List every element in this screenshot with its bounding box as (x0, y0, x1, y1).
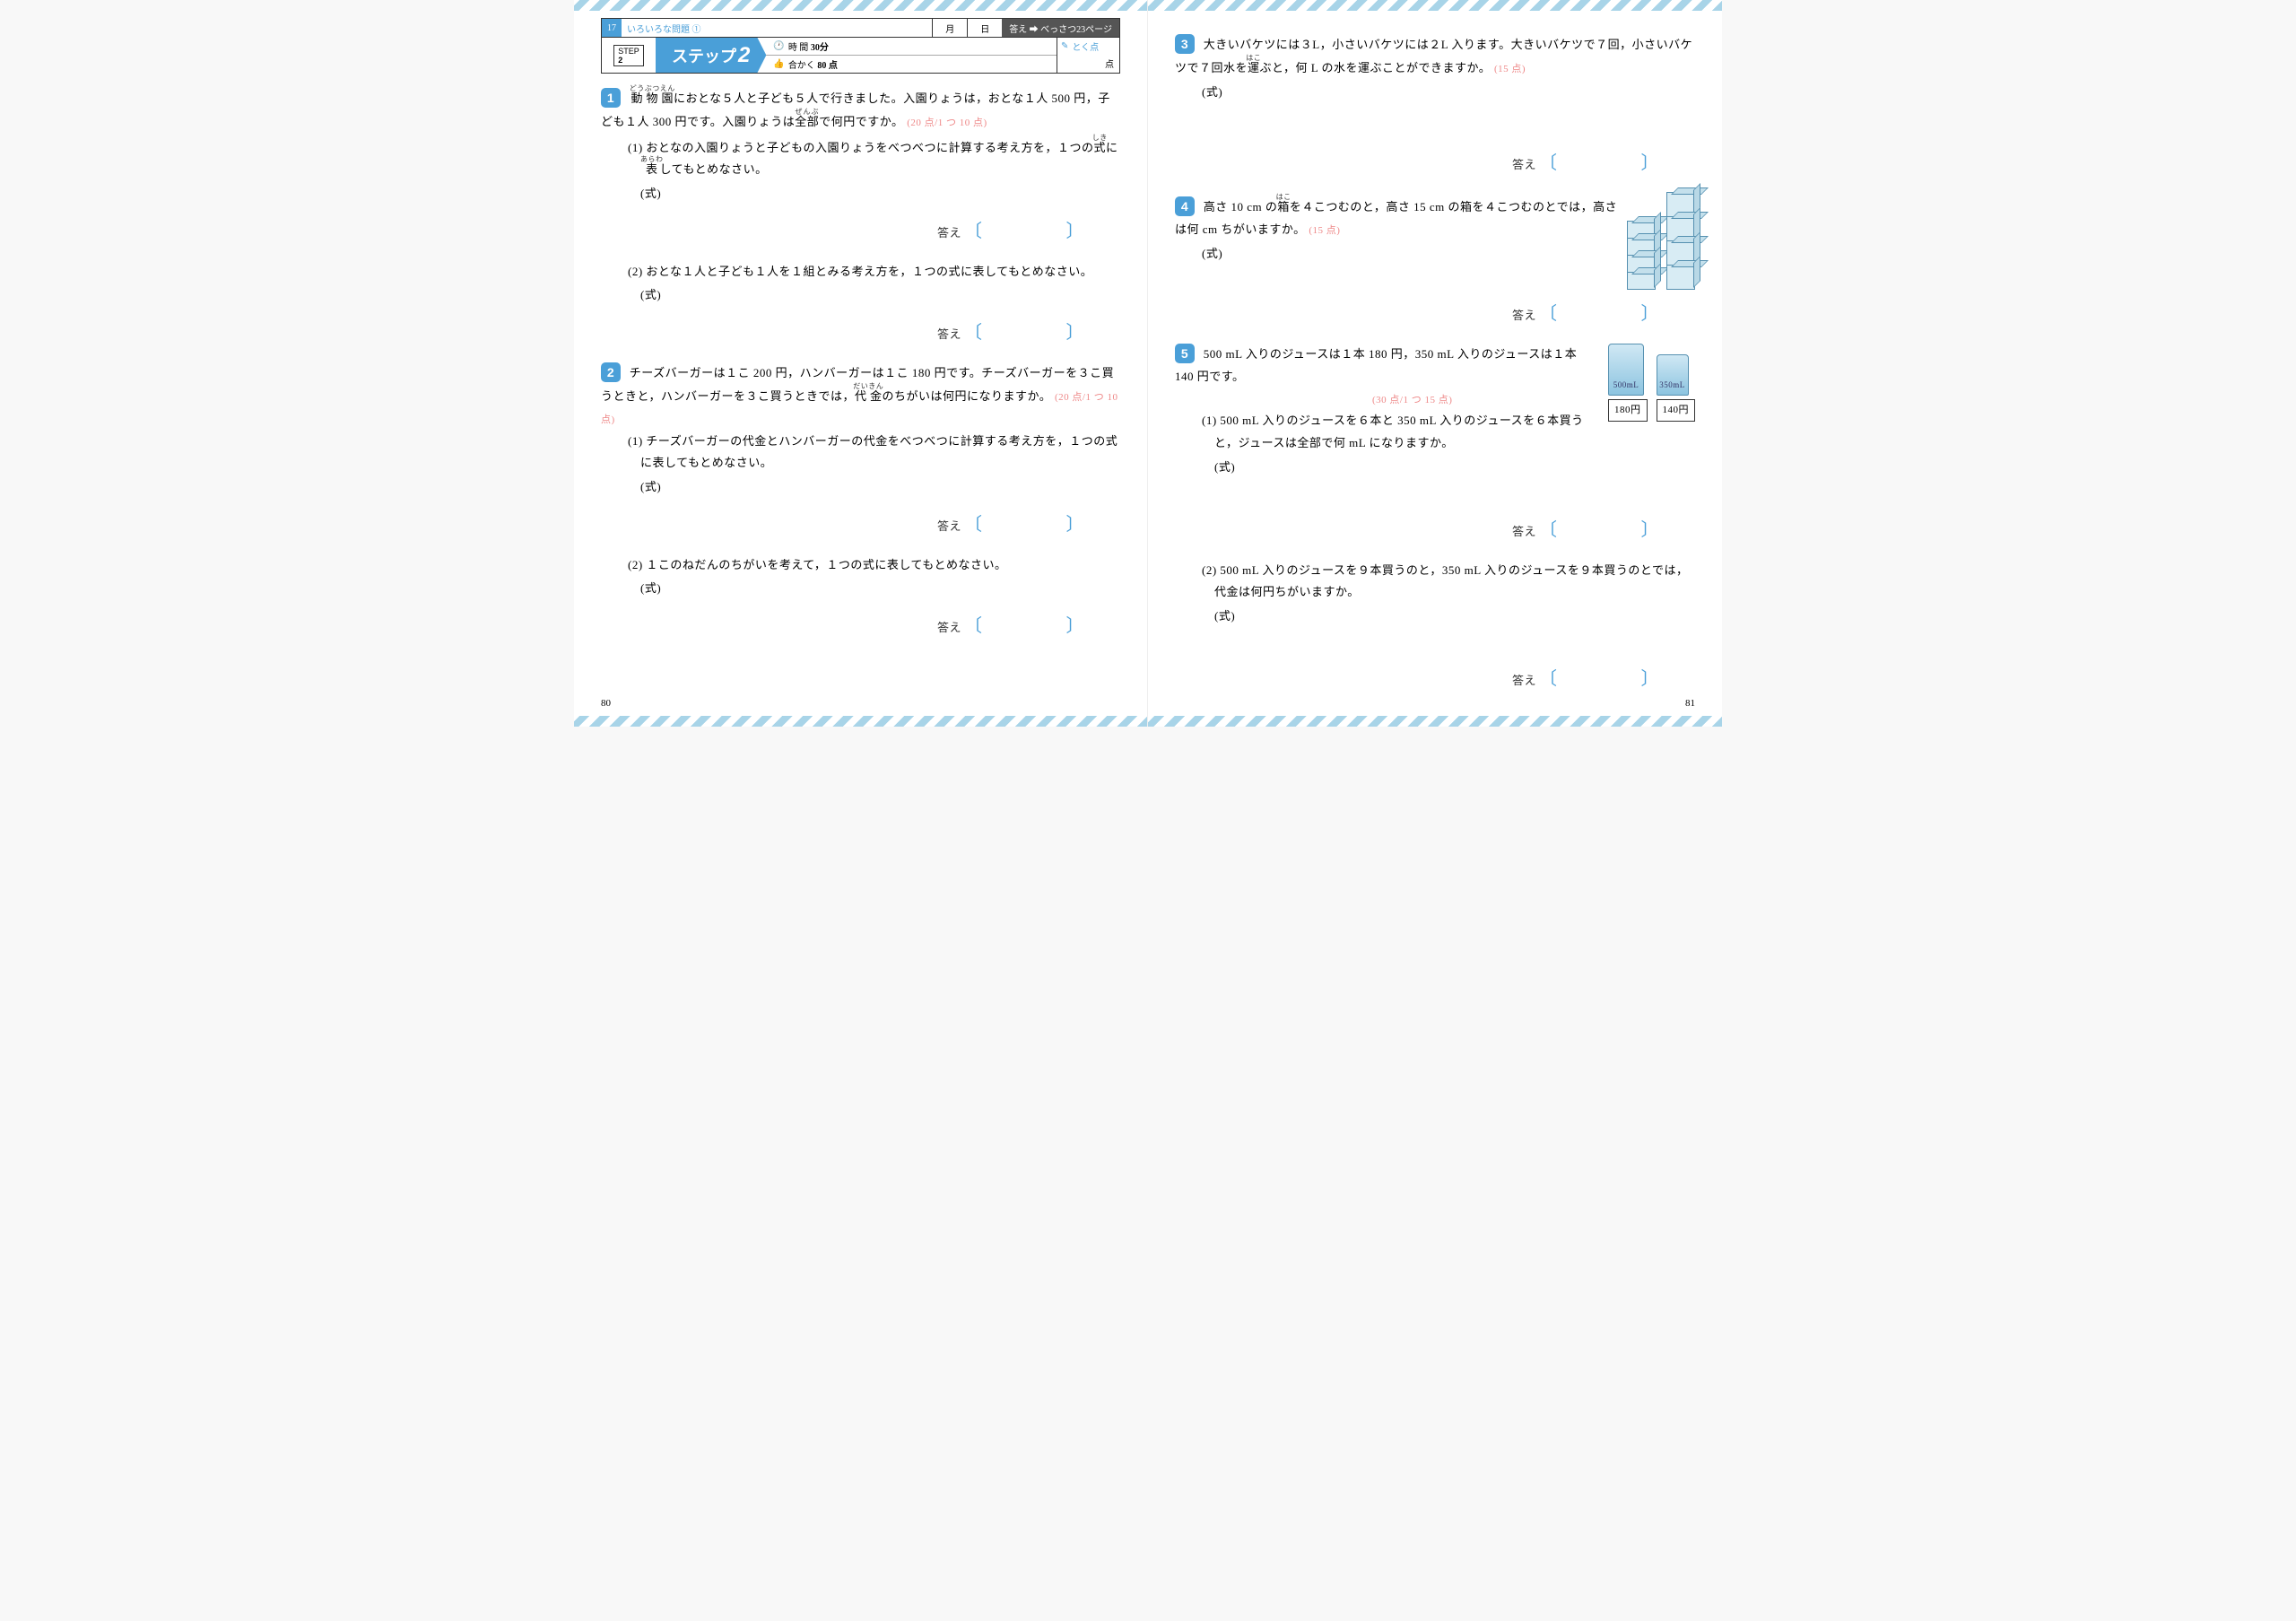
problem-1: 1 動物園どうぶつえんにおとな５人と子ども５人で行きました。入園りょうは，おとな… (601, 84, 1120, 350)
clock-icon: 🕐 (773, 41, 784, 51)
answer-blank[interactable]: 答え〔〕 (628, 609, 1120, 643)
step-flag-icon: STEP2 (602, 38, 656, 73)
month-box[interactable]: 月 (932, 19, 967, 37)
q1-sub1: (1) おとなの入園りょうと子どもの入園りょうをべつべつに計算する考え方を，１つ… (628, 134, 1120, 205)
answer-blank[interactable]: 答え〔〕 (628, 508, 1120, 542)
answer-blank[interactable]: 答え〔〕 (628, 316, 1120, 350)
problem-3: 3 大きいバケツには３L，小さいバケツには２L 入ります。大きいバケツで７回，小… (1175, 34, 1695, 180)
qnum-3: 3 (1175, 34, 1195, 54)
day-box[interactable]: 日 (967, 19, 1002, 37)
chapter-header: 17 いろいろな問題 ① 月 日 答え ➡ べっさつ23ページ (601, 18, 1120, 38)
qnum-4: 4 (1175, 196, 1195, 216)
problem-5: 500mL 180円 350mL 140円 5 500 mL 入りのジュースは１… (1175, 344, 1695, 695)
chapter-title: いろいろな問題 ① (622, 19, 932, 37)
shiki-label: (式) (640, 183, 1120, 205)
qnum-1: 1 (601, 88, 621, 108)
answer-blank[interactable]: 答え〔〕 (1202, 513, 1695, 547)
points-3: (15 点) (1494, 64, 1526, 74)
answer-blank[interactable]: 答え〔〕 (1202, 662, 1695, 696)
q2-sub2: (2) １このねだんのちがいを考えて，１つの式に表してもとめなさい。 (式) (628, 554, 1120, 600)
can-350ml: 350mL (1657, 354, 1689, 396)
page-right: 3 大きいバケツには３L，小さいバケツには２L 入ります。大きいバケツで７回，小… (1148, 0, 1722, 727)
answer-blank[interactable]: 答え〔〕 (1202, 297, 1695, 331)
q1-sub2: (2) おとな１人と子ども１人を１組とみる考え方を，１つの式に表してもとめなさい… (628, 261, 1120, 307)
top-stripe (574, 0, 1147, 11)
juice-cans-illustration: 500mL 180円 350mL 140円 (1608, 344, 1695, 422)
problem-4: 4 高さ 10 cm の箱はこを４こつむのと，高さ 15 cm の箱を４こつむの… (1175, 193, 1695, 331)
problem-2: 2 チーズバーガーは１こ 200 円，ハンバーガーは１こ 180 円です。チーズ… (601, 362, 1120, 643)
points-4: (15 点) (1309, 225, 1340, 236)
can-500ml: 500mL (1608, 344, 1644, 396)
q2-sub1: (1) チーズバーガーの代金とハンバーガーの代金をべつべつに計算する考え方を，１… (628, 431, 1120, 499)
page-number-right: 81 (1685, 698, 1695, 709)
answer-blank[interactable]: 答え〔〕 (628, 214, 1120, 248)
top-stripe (1148, 0, 1722, 11)
pencil-icon: ✎ (1061, 41, 1068, 51)
page-spread: 17 いろいろな問題 ① 月 日 答え ➡ べっさつ23ページ STEP2 ステ… (574, 0, 1722, 727)
points-5: (30 点/1 つ 15 点) (1372, 395, 1452, 405)
price-180: 180円 (1608, 399, 1648, 422)
q5-sub2: (2) 500 mL 入りのジュースを９本買うのと，350 mL 入りのジュース… (1202, 560, 1695, 628)
answer-ref: 答え ➡ べっさつ23ページ (1002, 19, 1119, 37)
thumbs-icon: 👍 (773, 59, 784, 69)
score-box[interactable]: ✎とく点 点 (1057, 38, 1119, 73)
step-row: STEP2 ステップ2 🕐時 間 30分 👍合かく 80 点 ✎とく点 点 (601, 38, 1120, 74)
box-stacks-illustration (1627, 193, 1695, 290)
info-box: 🕐時 間 30分 👍合かく 80 点 (766, 38, 1057, 73)
bottom-stripe (1148, 716, 1722, 727)
qnum-2: 2 (601, 362, 621, 382)
page-number-left: 80 (601, 698, 611, 709)
chapter-num: 17 (602, 19, 622, 37)
bottom-stripe (574, 716, 1147, 727)
answer-blank[interactable]: 答え〔〕 (1202, 146, 1695, 180)
points-1: (20 点/1 つ 10 点) (907, 118, 987, 128)
step-label: ステップ2 (656, 38, 766, 73)
page-left: 17 いろいろな問題 ① 月 日 答え ➡ べっさつ23ページ STEP2 ステ… (574, 0, 1148, 727)
price-140: 140円 (1657, 399, 1696, 422)
qnum-5: 5 (1175, 344, 1195, 363)
